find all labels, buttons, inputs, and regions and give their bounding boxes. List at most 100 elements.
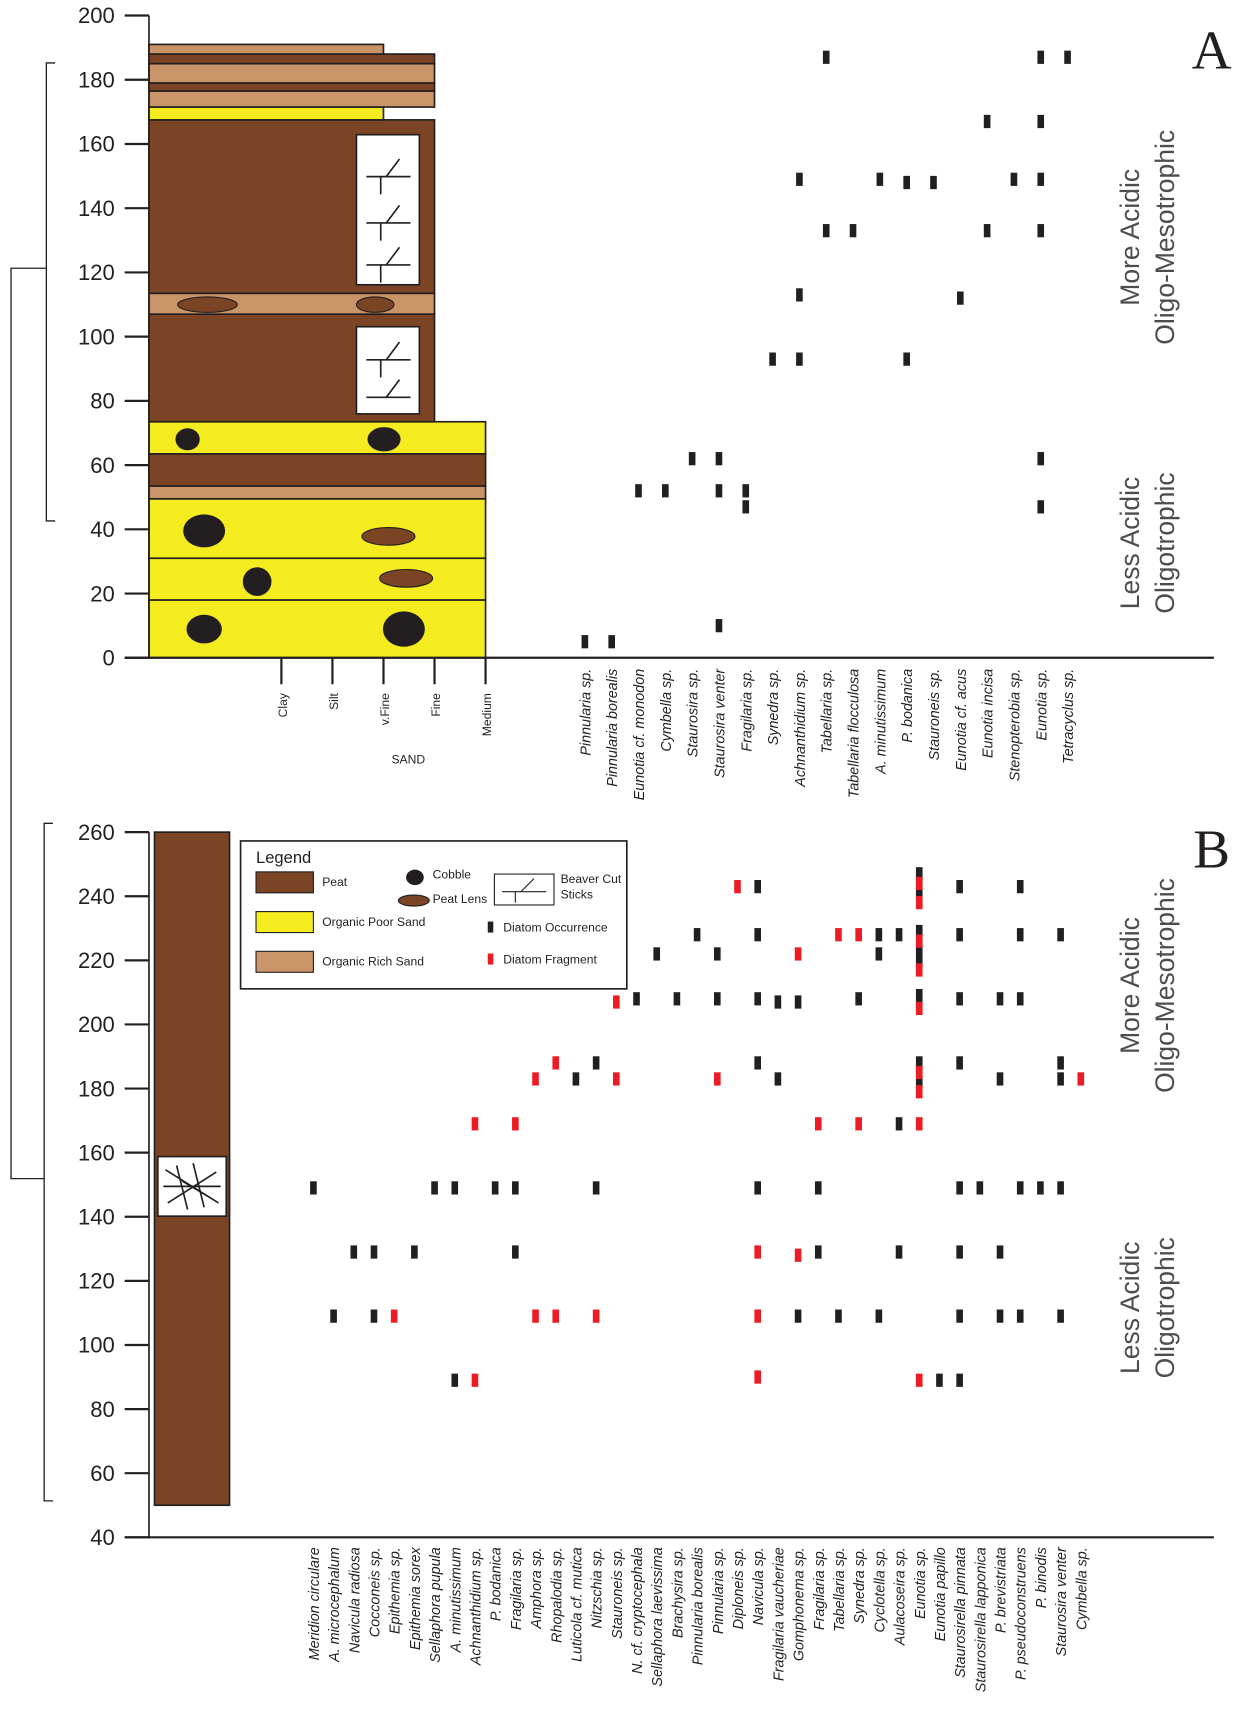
diatom-mark: [1037, 1181, 1044, 1194]
zone-label: Less Acidic: [1115, 477, 1145, 609]
legend-label: Organic Rich Sand: [322, 955, 424, 969]
legend-label: Diatom Occurrence: [503, 920, 608, 934]
diatom-mark: [754, 880, 761, 893]
y-tick-label: 0: [102, 646, 114, 671]
legend-cobble: [406, 870, 424, 885]
diatom-mark: [653, 947, 660, 960]
taxon-label: Pinnularia borealis: [605, 669, 621, 787]
taxon-label: Cymbella sp.: [659, 669, 675, 752]
taxon-label: P. bodanica: [900, 669, 916, 743]
legend-swatch: [256, 872, 313, 893]
diatom-mark: [714, 947, 721, 960]
y-tick-label: 200: [78, 1012, 115, 1037]
peat-lens: [380, 569, 433, 587]
diatom-mark: [823, 51, 830, 64]
grain-label: Medium: [480, 693, 494, 736]
panel-letter: A: [1192, 19, 1232, 80]
taxon-label: Tabellaria flocculosa: [847, 669, 863, 798]
diatom-mark: [391, 1310, 398, 1323]
cobble: [175, 428, 199, 450]
diatom-mark: [795, 995, 802, 1008]
legend-mark: [488, 922, 494, 933]
taxon-label: Nitzschia sp.: [590, 1547, 606, 1628]
taxon-label: Eunotia cf. acus: [954, 669, 970, 771]
zone-label: More Acidic: [1115, 169, 1145, 306]
diatom-mark: [694, 928, 701, 941]
diatom-mark: [754, 1370, 761, 1383]
legend-swatch: [256, 951, 313, 972]
diatom-mark: [492, 1181, 499, 1194]
taxon-label: Pinnularia borealis: [691, 1547, 707, 1665]
diatom-mark: [930, 176, 937, 189]
diatom-mark: [1037, 115, 1044, 128]
diatom-mark: [903, 353, 910, 366]
y-tick-label: 120: [78, 260, 115, 285]
legend-label: Cobble: [433, 867, 472, 881]
taxon-label: P. bodanica: [489, 1547, 505, 1621]
y-tick-label: 260: [78, 820, 115, 845]
taxon-label: Epithemia sorex: [408, 1546, 424, 1650]
diatom-mark: [1037, 452, 1044, 465]
diatom-mark: [815, 1181, 822, 1194]
legend-swatch: [256, 912, 313, 933]
diatom-mark: [815, 1117, 822, 1130]
diatom-mark: [512, 1181, 519, 1194]
legend-label: Diatom Fragment: [503, 952, 597, 966]
taxon-label: Fragilaria sp.: [509, 1547, 525, 1630]
y-tick-label: 80: [90, 1397, 115, 1422]
zone-label: Oligo-Mesotrophic: [1150, 878, 1180, 1093]
peat-lens: [178, 297, 238, 312]
y-tick-label: 60: [90, 1461, 115, 1486]
diatom-mark: [855, 928, 862, 941]
lithology-bed: [149, 44, 384, 54]
y-tick-label: 160: [78, 1140, 115, 1165]
y-tick-label: 180: [78, 67, 115, 92]
taxon-label: Staurosirella pinnata: [953, 1547, 969, 1678]
y-tick-label: 200: [78, 3, 115, 28]
cobble: [243, 567, 272, 596]
grain-label: Fine: [429, 693, 443, 717]
diatom-mark: [573, 1072, 580, 1085]
diatom-mark: [734, 880, 741, 893]
diatom-mark: [716, 619, 723, 632]
diatom-mark: [613, 1072, 620, 1085]
taxon-label: Staurosira venter: [1054, 1546, 1070, 1656]
diatom-mark: [977, 1181, 984, 1194]
brackets: [11, 63, 55, 1501]
lithology-bed: [149, 54, 435, 64]
taxon-label: Pinnularia sp.: [578, 669, 594, 756]
diatom-mark: [1037, 500, 1044, 513]
diatom-mark: [593, 1056, 600, 1069]
legend-peat-lens: [398, 895, 429, 906]
taxon-label: Rhopalodia sp.: [549, 1547, 565, 1643]
diatom-mark: [796, 353, 803, 366]
diatom-mark: [903, 176, 910, 189]
peat-lens: [362, 528, 415, 546]
diatom-mark: [957, 291, 964, 304]
diatom-mark: [835, 1310, 842, 1323]
diatom-mark: [716, 452, 723, 465]
diatom-mark: [742, 500, 749, 513]
diatom-mark: [956, 1374, 963, 1387]
diatom-mark: [593, 1181, 600, 1194]
taxon-label: Fragilaria sp.: [739, 669, 755, 752]
y-tick-label: 220: [78, 948, 115, 973]
y-tick-label: 180: [78, 1076, 115, 1101]
diatom-mark: [552, 1056, 559, 1069]
diatom-mark: [936, 1374, 943, 1387]
diatom-mark: [310, 1181, 317, 1194]
taxon-label: A. minutissimum: [873, 669, 889, 775]
taxon-label: Fragilaria sp.: [812, 1547, 828, 1630]
grain-label: Silt: [327, 692, 341, 709]
diatom-mark: [795, 1310, 802, 1323]
diatom-mark: [823, 224, 830, 237]
taxon-label: Stauroneis sp.: [610, 1547, 626, 1639]
diatom-mark: [916, 877, 923, 890]
diatom-mark: [855, 1117, 862, 1130]
panel-letter: B: [1193, 818, 1230, 879]
zone-label: More Acidic: [1115, 917, 1145, 1054]
diatom-mark: [552, 1310, 559, 1323]
taxon-label: Cocconeis sp.: [368, 1547, 384, 1637]
diatom-mark: [1057, 1181, 1064, 1194]
grain-label: v.Fine: [378, 693, 392, 725]
